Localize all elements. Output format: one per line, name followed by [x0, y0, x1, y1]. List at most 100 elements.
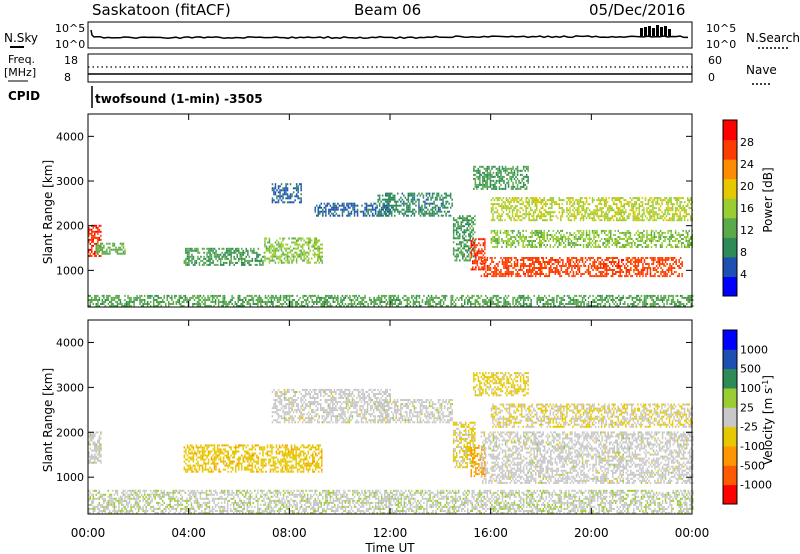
power-cell — [242, 253, 244, 256]
power-cell — [613, 197, 615, 200]
power-cell — [302, 305, 304, 307]
power-cell — [602, 267, 605, 269]
power-cell — [635, 201, 638, 204]
power-cell — [629, 246, 632, 248]
power-cell — [317, 214, 319, 217]
power-cell — [578, 238, 580, 240]
power-cell — [297, 243, 299, 246]
power-cell — [628, 271, 631, 273]
power-cell — [337, 303, 339, 305]
power-cell — [309, 237, 311, 240]
power-cell — [115, 246, 117, 249]
power-cell — [300, 251, 302, 254]
power-cell — [648, 263, 650, 265]
power-cell — [122, 305, 125, 307]
power-cell — [288, 251, 290, 254]
power-cell — [107, 252, 110, 255]
power-cell — [474, 165, 477, 168]
power-cell — [228, 259, 231, 262]
power-cell — [516, 215, 518, 218]
power-cell — [545, 273, 547, 275]
power-cell — [185, 251, 187, 254]
power-cell — [616, 219, 618, 222]
power-cell — [462, 221, 464, 224]
power-cell — [585, 244, 588, 246]
power-cell — [221, 263, 223, 266]
power-cell — [445, 192, 447, 195]
power-cell — [106, 296, 108, 299]
power-cell — [498, 177, 501, 180]
power-cell — [314, 255, 316, 258]
power-cell — [630, 259, 632, 261]
power-cell — [484, 252, 486, 255]
power-cell — [465, 243, 467, 246]
power-cell — [501, 238, 503, 240]
power-cell — [457, 231, 459, 234]
power-cell — [288, 261, 290, 264]
power-cell — [535, 257, 537, 259]
power-cell — [103, 301, 105, 303]
power-cell — [507, 271, 510, 273]
power-cell — [450, 299, 452, 301]
power-cell — [642, 275, 644, 278]
power-cell — [577, 265, 579, 267]
power-cell — [506, 259, 508, 261]
power-cell — [634, 267, 637, 269]
power-cell — [264, 296, 267, 299]
power-cell — [503, 257, 505, 259]
power-cell — [477, 296, 480, 299]
power-cell — [619, 271, 621, 273]
power-cell — [540, 217, 542, 220]
power-cell — [512, 187, 514, 190]
power-cell — [625, 209, 627, 212]
power-cell — [647, 219, 650, 222]
power-cell — [320, 243, 322, 246]
power-cell — [665, 219, 668, 222]
power-cell — [280, 245, 283, 248]
power-cell — [452, 251, 455, 254]
power-cell — [320, 251, 322, 254]
power-cell — [165, 305, 167, 307]
power-cell — [364, 214, 366, 217]
power-cell — [661, 234, 663, 236]
power-cell — [438, 296, 440, 299]
power-cell — [634, 259, 637, 261]
power-cell — [291, 294, 294, 297]
power-cell — [603, 246, 606, 248]
power-cell — [119, 303, 122, 305]
power-cell — [320, 305, 322, 307]
power-cell — [537, 199, 539, 202]
power-cell — [671, 234, 674, 236]
power-cell — [582, 205, 585, 208]
power-cell — [373, 214, 375, 217]
power-cell — [195, 303, 197, 305]
power-cell — [314, 241, 316, 244]
power-cell — [252, 299, 255, 301]
power-cell — [530, 263, 532, 265]
power-cell — [522, 209, 524, 212]
nsky-tick-bottom: 10^0 — [55, 38, 85, 51]
power-cell — [543, 229, 545, 232]
power-cell — [569, 244, 571, 246]
power-cell — [504, 273, 507, 275]
power-cell — [340, 305, 342, 307]
power-cell — [328, 294, 330, 297]
power-cell — [466, 255, 468, 258]
power-cell — [688, 199, 690, 202]
power-cell — [516, 183, 519, 186]
power-cell — [549, 207, 552, 210]
power-cell — [181, 305, 184, 307]
power-cell — [646, 244, 648, 246]
power-cell — [612, 269, 614, 271]
power-cell — [242, 299, 244, 301]
power-cell — [462, 253, 464, 256]
power-cell — [508, 244, 511, 246]
power-cell — [623, 217, 625, 220]
power-cell — [142, 299, 144, 301]
power-cell — [510, 259, 513, 261]
power-cell — [665, 203, 668, 206]
power-cell — [353, 303, 356, 305]
power-cell — [524, 169, 526, 172]
power-cell — [536, 231, 538, 234]
power-cell — [605, 267, 608, 269]
